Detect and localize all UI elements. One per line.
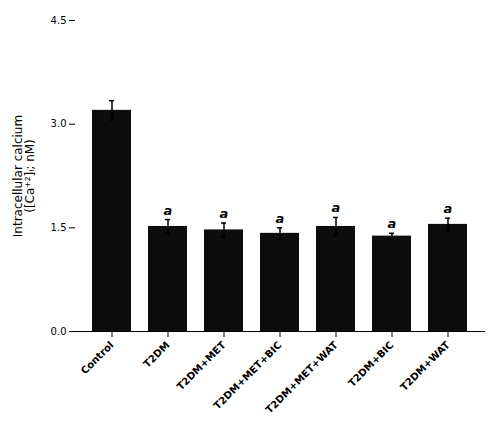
svg-text:T2DM+BIC: T2DM+BIC	[346, 339, 396, 389]
svg-text:a: a	[332, 200, 341, 215]
svg-text:T2DM+WAT: T2DM+WAT	[398, 339, 452, 393]
svg-text:T2DM+MET+BIC: T2DM+MET+BIC	[211, 339, 284, 412]
svg-text:T2DM: T2DM	[141, 339, 171, 369]
svg-text:T2DM+MET: T2DM+MET	[175, 339, 228, 392]
svg-text:a: a	[388, 216, 397, 231]
svg-text:a: a	[220, 206, 229, 221]
svg-text:4.5: 4.5	[51, 15, 67, 26]
svg-text:1.5: 1.5	[51, 222, 67, 233]
svg-text:T2DM+MET+WAT: T2DM+MET+WAT	[263, 339, 339, 415]
svg-text:a: a	[164, 203, 173, 218]
svg-text:Intracellular calcium([Ca⁺²]ᵢ;: Intracellular calcium([Ca⁺²]ᵢ; nM)	[11, 115, 37, 237]
svg-text:0.0: 0.0	[51, 326, 67, 337]
svg-text:a: a	[276, 211, 285, 226]
svg-text:Control: Control	[79, 339, 116, 376]
svg-text:3.0: 3.0	[51, 118, 67, 129]
svg-text:a: a	[444, 201, 453, 216]
